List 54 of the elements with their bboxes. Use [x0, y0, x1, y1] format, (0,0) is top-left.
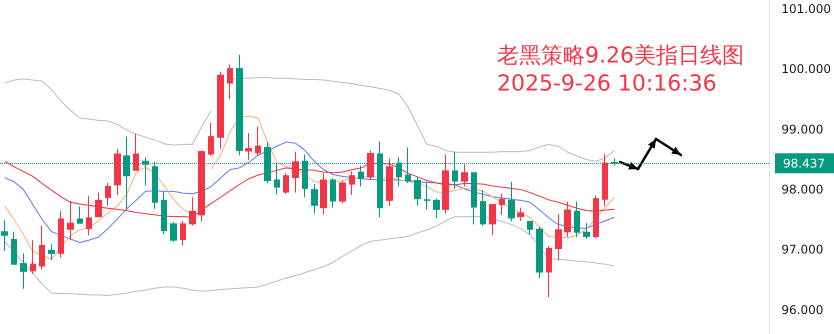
candlestick: [311, 184, 318, 214]
candlestick: [508, 181, 515, 222]
y-tick-label: 99.000: [781, 122, 824, 136]
candlestick: [339, 180, 346, 204]
candlestick: [414, 176, 421, 206]
candlestick: [499, 193, 505, 216]
candlestick: [546, 246, 552, 298]
candlestick: [583, 222, 590, 240]
candlestick: [77, 206, 83, 224]
line-series: [4, 142, 616, 244]
ref-line-label: 98.437: [783, 156, 825, 170]
candlestick: [480, 189, 486, 226]
candlestick: [227, 64, 233, 100]
candlestick: [330, 178, 336, 208]
candlestick: [255, 126, 261, 156]
candlestick: [1, 220, 8, 252]
candlestick: [461, 164, 468, 188]
candlestick: [170, 222, 177, 242]
candlestick: [424, 181, 430, 210]
candlestick: [48, 244, 55, 260]
candlestick: [283, 172, 289, 194]
candlestick: [433, 198, 440, 218]
candlestick: [133, 133, 139, 171]
candlestick: [180, 220, 186, 246]
text: 老黑策略9.26美指日线图: [497, 44, 744, 68]
candlestick: [114, 148, 121, 196]
candlestick: [11, 231, 17, 266]
candlestick: [105, 182, 111, 206]
candlestick: [320, 172, 327, 215]
line-series: [4, 216, 616, 296]
candlestick: [602, 154, 608, 206]
candlestick: [349, 171, 355, 196]
candlestick: [555, 214, 562, 260]
candlestick: [30, 240, 36, 274]
candlestick: [471, 172, 477, 225]
candlestick: [245, 132, 252, 161]
y-tick-label: 101.000: [781, 2, 831, 16]
candlestick: [236, 54, 243, 156]
candlestick: [20, 252, 27, 290]
candlestick: [58, 210, 64, 258]
y-tick-label: 100.000: [781, 62, 831, 76]
y-tick-label: 96.000: [781, 302, 824, 317]
candlestick: [217, 71, 224, 150]
candlestick: [489, 204, 496, 236]
text: 2025-9-26 10:16:36: [497, 72, 717, 96]
candlestick: [536, 226, 543, 279]
candlestick: [39, 225, 45, 270]
y-tick-label: 98.000: [781, 182, 824, 197]
candlestick: [517, 207, 524, 222]
candlestick: [574, 201, 580, 238]
candlestick: [208, 122, 214, 156]
y-tick-label: 97.000: [781, 242, 824, 257]
candlestick: [527, 220, 533, 236]
candlestick: [161, 190, 167, 235]
